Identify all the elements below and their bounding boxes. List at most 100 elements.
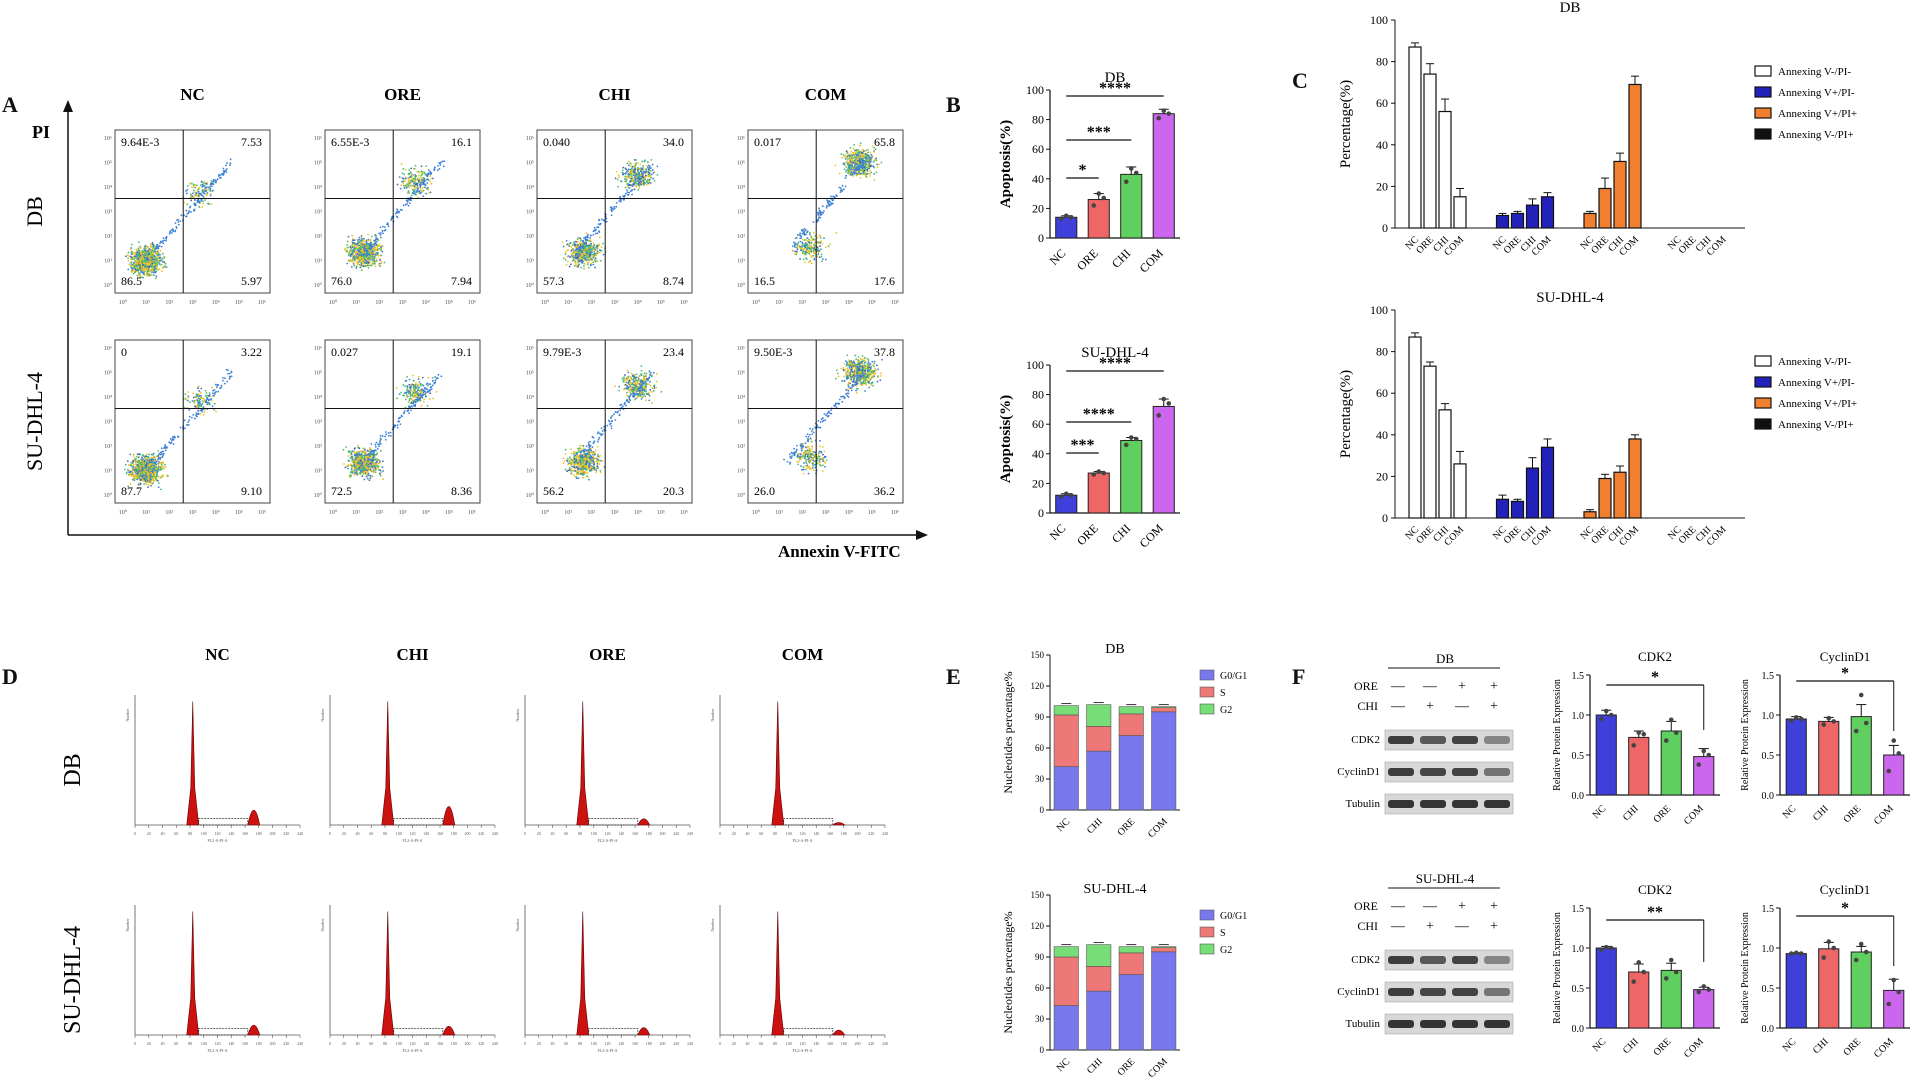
flow-event-dot [819, 245, 822, 247]
flow-event-dot [584, 249, 587, 252]
flow-event-dot [592, 242, 595, 245]
flow-event-dot [144, 455, 147, 458]
flow-event-dot [572, 252, 575, 255]
flow-event-dot [858, 167, 861, 169]
flow-event-dot [631, 185, 634, 187]
flow-event-dot [376, 238, 379, 241]
flow-event-dot [364, 240, 366, 242]
flow-event-dot [349, 250, 352, 253]
flow-event-dot [373, 246, 376, 249]
flow-event-dot [791, 250, 794, 252]
flow-event-dot [130, 243, 133, 246]
flow-event-dot [443, 165, 445, 168]
flow-event-dot [656, 173, 659, 176]
flow-event-dot [186, 212, 189, 215]
quadrant-lr-value: 8.74 [663, 274, 684, 288]
flow-event-dot [200, 193, 203, 196]
flow-event-dot [149, 253, 152, 256]
flow-event-dot [355, 258, 358, 260]
flow-event-dot [845, 161, 848, 163]
flow-event-dot [147, 462, 150, 465]
flow-event-dot [642, 179, 645, 182]
flow-event-dot [816, 249, 819, 252]
flow-event-dot [202, 202, 205, 205]
flow-event-dot [651, 173, 653, 176]
flow-event-dot [795, 246, 798, 249]
flow-event-dot [201, 189, 204, 192]
flow-event-dot [586, 245, 589, 247]
flow-event-dot [371, 255, 374, 258]
flow-event-dot [125, 472, 128, 475]
flow-event-dot [137, 255, 140, 257]
flow-event-dot [143, 459, 146, 462]
flow-event-dot [142, 265, 145, 267]
flow-event-dot [189, 401, 191, 404]
flow-event-dot [831, 202, 833, 205]
flow-event-dot [378, 247, 381, 250]
flow-event-dot [150, 456, 153, 459]
flow-event-dot [801, 241, 804, 244]
flow-event-dot [407, 173, 410, 176]
flow-event-dot [375, 259, 378, 262]
flow-event-dot [141, 454, 144, 456]
flow-x-arrow [916, 530, 928, 540]
flow-event-dot [845, 165, 847, 168]
flow-event-dot [577, 258, 579, 261]
flow-event-dot [406, 183, 408, 186]
flow-event-dot [838, 172, 841, 175]
flow-event-dot [146, 264, 149, 267]
flow-event-dot [820, 213, 822, 216]
flow-event-dot [410, 184, 412, 187]
flow-event-dot [843, 155, 846, 158]
flow-event-dot [626, 182, 629, 185]
flow-event-dot [151, 268, 154, 271]
flow-event-dot [154, 268, 156, 270]
flow-event-dot [869, 159, 871, 161]
flow-event-dot [411, 188, 414, 191]
flow-event-dot [162, 242, 165, 245]
flow-event-dot [417, 180, 420, 182]
flow-event-dot [825, 246, 827, 249]
flow-event-dot [859, 162, 862, 165]
flow-event-dot [402, 182, 405, 185]
flow-event-dot [358, 250, 360, 253]
flow-event-dot [648, 165, 651, 168]
flow-event-dot [352, 261, 355, 264]
flow-event-dot [629, 175, 632, 178]
flow-event-dot [183, 201, 186, 204]
flow-event-dot [605, 220, 608, 223]
flow-event-dot [200, 198, 203, 201]
flow-event-dot [373, 255, 376, 258]
flow-event-dot [567, 249, 570, 251]
flow-event-dot [140, 276, 143, 279]
flow-event-dot [812, 248, 815, 251]
flow-event-dot [637, 172, 640, 174]
flow-event-dot [147, 486, 149, 489]
flow-event-dot [841, 184, 844, 187]
flow-event-dot [133, 465, 136, 468]
flow-event-dot [135, 265, 137, 268]
flow-event-dot [427, 169, 430, 171]
flow-event-dot [652, 171, 655, 174]
flow-event-dot [569, 263, 572, 266]
flow-event-dot [419, 192, 422, 195]
flow-event-dot [131, 475, 133, 478]
panel-letter-d: D [2, 664, 18, 689]
flow-event-dot [426, 178, 429, 181]
flow-event-dot [565, 263, 568, 266]
flow-event-dot [132, 454, 135, 457]
flow-event-dot [629, 173, 632, 176]
flow-event-dot [147, 481, 150, 483]
flow-event-dot [193, 199, 196, 201]
flow-event-dot [379, 265, 382, 268]
flow-event-dot [202, 185, 205, 187]
flow-event-dot [154, 262, 157, 265]
flow-event-dot [360, 235, 363, 237]
flow-event-dot [362, 265, 365, 268]
flow-event-dot [196, 200, 199, 203]
flow-event-dot [366, 261, 369, 264]
flow-event-dot [151, 265, 154, 268]
flow-event-dot [403, 187, 406, 189]
flow-event-dot [620, 180, 623, 183]
flow-event-dot [137, 247, 140, 250]
